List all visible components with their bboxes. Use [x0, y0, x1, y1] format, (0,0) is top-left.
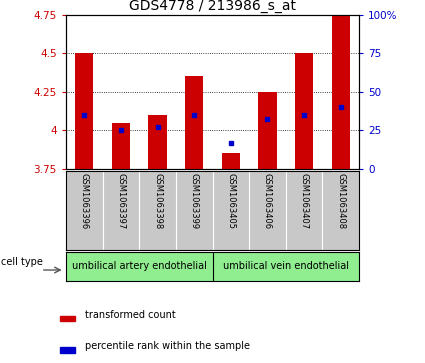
Bar [295, 53, 313, 169]
Text: GSM1063397: GSM1063397 [116, 173, 125, 229]
Text: GSM1063396: GSM1063396 [80, 173, 89, 229]
Title: GDS4778 / 213986_s_at: GDS4778 / 213986_s_at [129, 0, 296, 13]
Bar [185, 76, 203, 169]
Bar [60, 315, 76, 322]
Bar [112, 122, 130, 169]
Bar [75, 53, 94, 169]
Text: GSM1063399: GSM1063399 [190, 173, 198, 229]
Text: cell type: cell type [1, 257, 43, 267]
Text: umbilical vein endothelial: umbilical vein endothelial [223, 261, 349, 272]
Text: percentile rank within the sample: percentile rank within the sample [85, 341, 249, 351]
Text: GSM1063406: GSM1063406 [263, 173, 272, 229]
Bar [148, 115, 167, 169]
Bar [258, 91, 277, 169]
Text: GSM1063398: GSM1063398 [153, 173, 162, 229]
Bar [222, 153, 240, 169]
Text: GSM1063405: GSM1063405 [227, 173, 235, 229]
Bar [60, 347, 76, 353]
Text: GSM1063408: GSM1063408 [336, 173, 345, 229]
Bar [332, 15, 350, 169]
Text: umbilical artery endothelial: umbilical artery endothelial [72, 261, 207, 272]
Text: transformed count: transformed count [85, 310, 175, 320]
Text: GSM1063407: GSM1063407 [300, 173, 309, 229]
